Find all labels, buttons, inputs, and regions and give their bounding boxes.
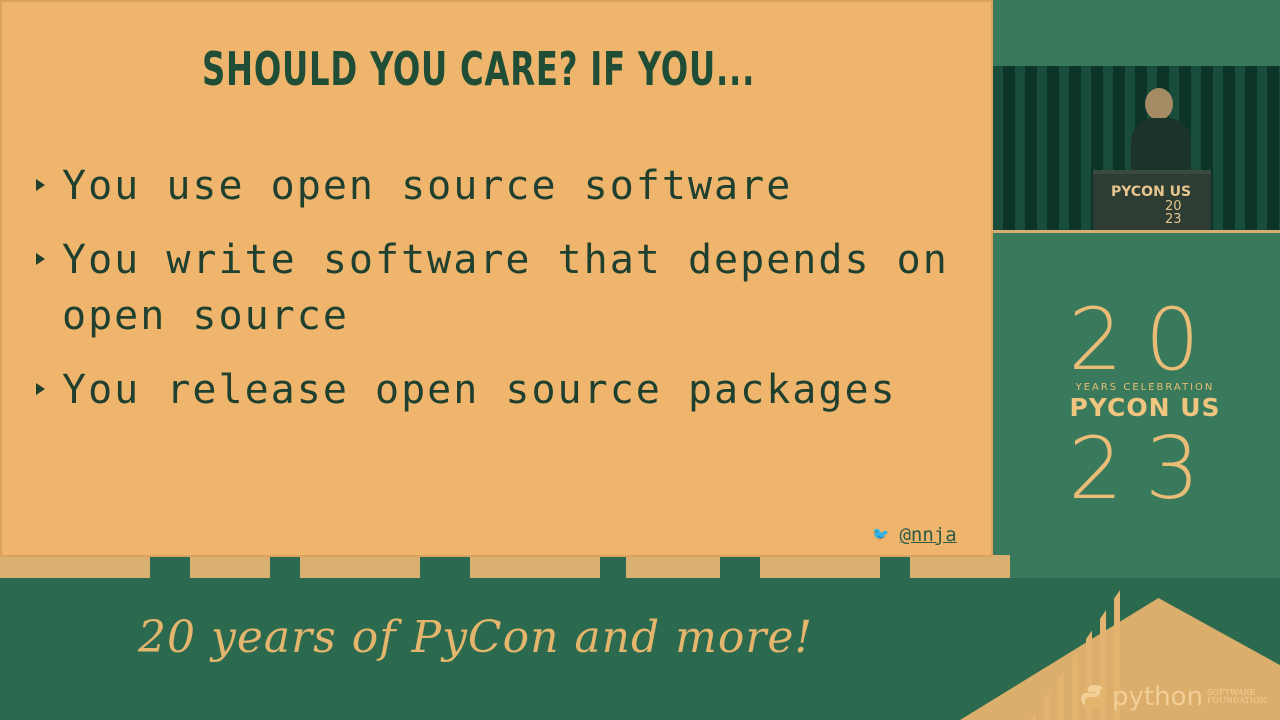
- twitter-handle[interactable]: 🐦 @nnja: [872, 524, 957, 546]
- bullet-item: You release open source packages: [36, 362, 986, 418]
- brand-name: PYCON US: [1069, 393, 1221, 422]
- podium-brand: PYCON US: [1111, 184, 1192, 200]
- bullet-item: You use open source software: [36, 158, 986, 214]
- twitter-handle-text[interactable]: @nnja: [899, 524, 957, 546]
- twitter-bird-icon: 🐦: [872, 527, 890, 543]
- presentation-slide: SHOULD YOU CARE? IF YOU... You use open …: [0, 0, 993, 557]
- brand-subtitle: YEARS CELEBRATION: [1075, 382, 1215, 393]
- podium-year: 20 23: [1165, 199, 1182, 227]
- decorative-strip: [0, 555, 1010, 580]
- footer-tagline: 20 years of PyCon and more!: [138, 612, 814, 663]
- bullet-list: You use open source software You write s…: [36, 158, 986, 436]
- triangle-right-icon: [36, 383, 45, 395]
- python-software-foundation-logo: python SOFTWARE FOUNDATION: [1080, 680, 1267, 714]
- speaker-head: [1145, 88, 1173, 120]
- pycon-brand-panel: 20 YEARS CELEBRATION PYCON US 23: [1010, 290, 1280, 520]
- python-wordmark: python: [1112, 682, 1203, 712]
- brand-year-bottom: 23: [1068, 419, 1222, 519]
- brand-year-top: 20: [1068, 290, 1222, 390]
- speaker-video: PYCON US 20 23: [993, 66, 1280, 233]
- bullet-item: You write software that depends on open …: [36, 232, 986, 344]
- podium: PYCON US 20 23: [1093, 170, 1211, 230]
- triangle-right-icon: [36, 179, 45, 191]
- python-logo-icon: [1081, 685, 1107, 709]
- foundation-label: SOFTWARE FOUNDATION: [1206, 688, 1267, 705]
- slide-title: SHOULD YOU CARE? IF YOU...: [202, 42, 756, 96]
- triangle-right-icon: [36, 253, 45, 265]
- speaker-body: [1131, 118, 1191, 178]
